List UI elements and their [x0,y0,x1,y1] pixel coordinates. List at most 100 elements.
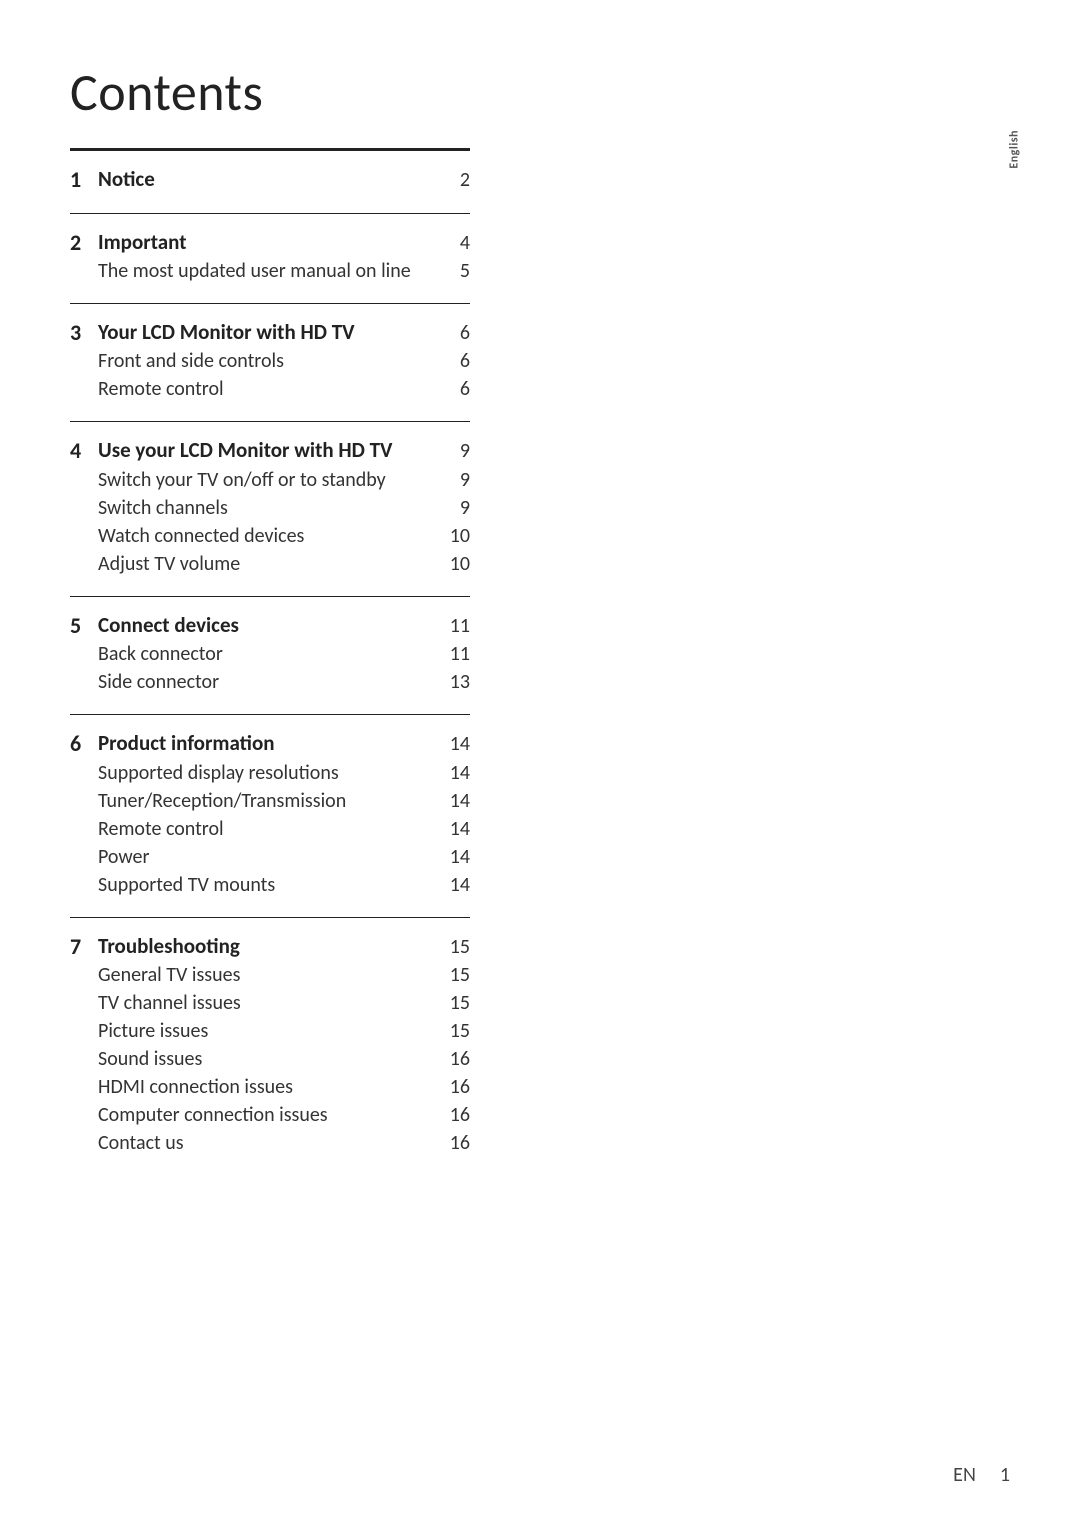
sub-label: Remote control [98,815,224,843]
sub-label: Side connector [98,668,219,696]
toc-heading-row[interactable]: Connect devices 11 [98,611,470,640]
sub-page: 14 [444,815,470,843]
sub-label: Remote control [98,375,224,403]
section-number: 2 [70,228,98,285]
sub-label: Supported display resolutions [98,759,339,787]
toc-sub-row[interactable]: General TV issues 15 [98,961,470,989]
toc-sub-row[interactable]: Contact us16 [98,1129,470,1157]
section-number: 3 [70,318,98,403]
toc-heading-row[interactable]: Notice 2 [98,165,470,194]
sub-label: Switch your TV on/off or to standby [98,466,386,494]
sub-page: 14 [444,787,470,815]
sub-page: 13 [444,668,470,696]
table-of-contents: 1Notice22Important4The most updated user… [70,148,470,1175]
toc-section: 7Troubleshooting15General TV issues15TV … [70,918,470,1175]
toc-section: 5Connect devices11Back connector11Side c… [70,597,470,715]
sub-page: 14 [444,843,470,871]
sub-page: 15 [444,989,470,1017]
toc-sub-row[interactable]: Power14 [98,843,470,871]
section-number: 4 [70,436,98,577]
language-tab: English [1008,130,1022,169]
toc-section: 3Your LCD Monitor with HD TV6Front and s… [70,304,470,422]
toc-sub-row[interactable]: Remote control 14 [98,815,470,843]
toc-heading-row[interactable]: Product information14 [98,729,470,758]
toc-section: 6Product information14Supported display … [70,715,470,917]
section-page: 2 [454,166,470,194]
section-number: 7 [70,932,98,1157]
section-page: 6 [454,319,470,347]
section-page: 11 [444,612,470,640]
sub-label: Picture issues [98,1017,208,1045]
sub-page: 6 [454,375,470,403]
section-number: 6 [70,729,98,898]
toc-sub-row[interactable]: Back connector 11 [98,640,470,668]
section-heading: Connect devices [98,611,239,640]
toc-sub-row[interactable]: Watch connected devices 10 [98,522,470,550]
section-heading: Notice [98,165,155,194]
toc-section: 4Use your LCD Monitor with HD TV9Switch … [70,422,470,596]
sub-page: 5 [454,257,470,285]
sub-label: Supported TV mounts [98,871,275,899]
section-body: Troubleshooting15General TV issues15TV c… [98,932,470,1157]
section-body: Product information14Supported display r… [98,729,470,898]
toc-sub-row[interactable]: Switch channels9 [98,494,470,522]
section-page: 15 [444,933,470,961]
footer-lang: EN [953,1463,976,1487]
sub-page: 9 [454,494,470,522]
sub-label: Back connector [98,640,223,668]
sub-page: 16 [444,1045,470,1073]
toc-sub-row[interactable]: Computer connection issues16 [98,1101,470,1129]
toc-sub-row[interactable]: Remote control 6 [98,375,470,403]
page-footer: EN 1 [953,1463,1010,1487]
footer-page-number: 1 [1000,1463,1010,1487]
toc-sub-row[interactable]: Sound issues 16 [98,1045,470,1073]
toc-heading-row[interactable]: Troubleshooting 15 [98,932,470,961]
sub-label: Watch connected devices [98,522,304,550]
sub-label: Tuner/Reception/Transmission [98,787,346,815]
toc-heading-row[interactable]: Important4 [98,228,470,257]
toc-heading-row[interactable]: Use your LCD Monitor with HD TV9 [98,436,470,465]
sub-page: 10 [444,550,470,578]
sub-label: Front and side controls [98,347,284,375]
toc-heading-row[interactable]: Your LCD Monitor with HD TV 6 [98,318,470,347]
sub-page: 16 [444,1129,470,1157]
toc-sub-row[interactable]: Supported display resolutions 14 [98,759,470,787]
sub-label: The most updated user manual on line [98,257,411,285]
sub-label: Sound issues [98,1045,202,1073]
section-body: Important4The most updated user manual o… [98,228,470,285]
sub-page: 14 [444,871,470,899]
toc-section: 1Notice 2 [70,151,470,214]
sub-label: TV channel issues [98,989,241,1017]
toc-sub-row[interactable]: Picture issues 15 [98,1017,470,1045]
section-heading: Troubleshooting [98,932,240,961]
toc-sub-row[interactable]: The most updated user manual on line 5 [98,257,470,285]
sub-page: 15 [444,1017,470,1045]
section-body: Use your LCD Monitor with HD TV9Switch y… [98,436,470,577]
sub-page: 16 [444,1073,470,1101]
sub-label: General TV issues [98,961,240,989]
toc-sub-row[interactable]: Supported TV mounts 14 [98,871,470,899]
sub-label: HDMI connection issues [98,1073,293,1101]
sub-page: 11 [444,640,470,668]
section-heading: Important [98,228,187,257]
toc-sub-row[interactable]: Front and side controls 6 [98,347,470,375]
sub-page: 16 [444,1101,470,1129]
toc-section: 2Important4The most updated user manual … [70,214,470,304]
toc-sub-row[interactable]: Tuner/Reception/Transmission 14 [98,787,470,815]
sub-page: 14 [444,759,470,787]
sub-page: 15 [444,961,470,989]
section-number: 1 [70,165,98,195]
toc-sub-row[interactable]: Adjust TV volume10 [98,550,470,578]
section-heading: Use your LCD Monitor with HD TV [98,436,392,465]
sub-page: 6 [454,347,470,375]
sub-page: 10 [444,522,470,550]
section-heading: Product information [98,729,275,758]
toc-sub-row[interactable]: HDMI connection issues 16 [98,1073,470,1101]
section-body: Your LCD Monitor with HD TV6Front and si… [98,318,470,403]
toc-sub-row[interactable]: Side connector 13 [98,668,470,696]
sub-page: 9 [454,466,470,494]
toc-sub-row[interactable]: Switch your TV on/off or to standby 9 [98,466,470,494]
section-heading: Your LCD Monitor with HD TV [98,318,355,347]
toc-sub-row[interactable]: TV channel issues 15 [98,989,470,1017]
page-title: Contents [70,60,1010,124]
